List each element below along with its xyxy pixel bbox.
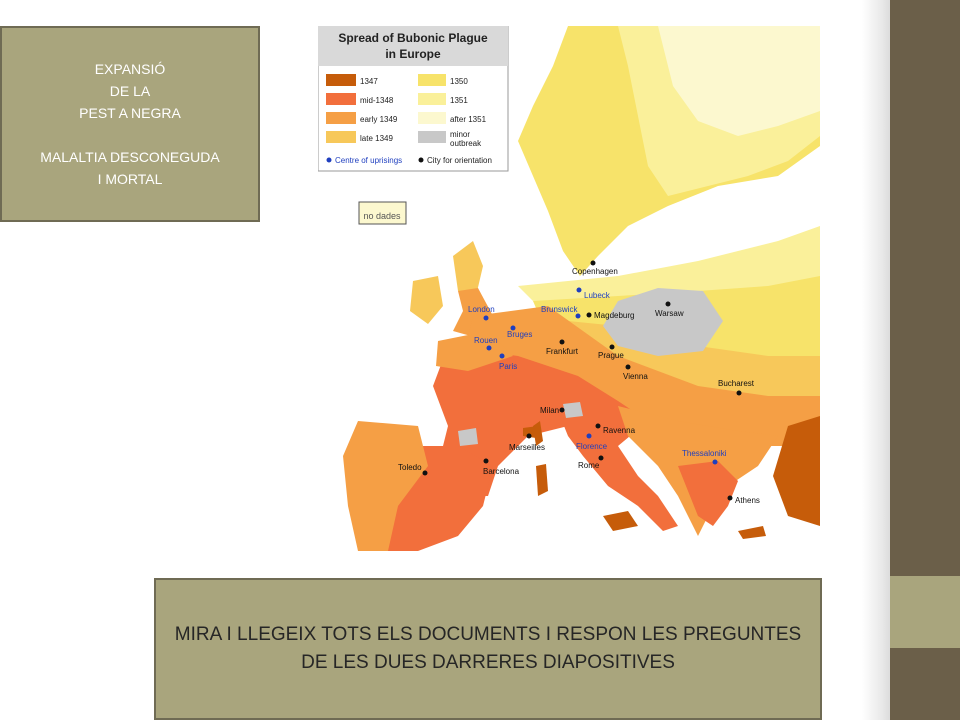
city-dot-marseilles [526,433,532,439]
legend-1347: 1347 [360,77,378,86]
city-vienna: Vienna [623,372,648,381]
map-legend: Spread of Bubonic Plague in Europe 1347 … [318,26,509,172]
instructions-box: MIRA I LLEGEIX TOTS ELS DOCUMENTS I RESP… [154,578,822,720]
city-dot-london [483,315,489,321]
city-prague: Prague [598,351,624,360]
city-rouen: Rouen [474,336,498,345]
city-paris: Paris [499,362,517,371]
plague-spread-map: Spread of Bubonic Plague in Europe 1347 … [318,26,820,552]
city-thessaloniki: Thessaloniki [682,449,727,458]
city-dot-paris [499,353,505,359]
city-dot-lubeck [576,287,582,293]
city-bucharest: Bucharest [718,379,755,388]
title-line-3: PEST A NEGRA [79,105,181,121]
legend-city-orientation: City for orientation [427,156,492,165]
city-dot-barcelona [483,458,489,464]
region-milan-minor [563,402,583,418]
city-dot-warsaw [665,301,671,307]
city-dot-vienna [625,364,631,370]
region-scotland [453,241,483,296]
city-athens: Athens [735,496,760,505]
city-dot-copenhagen [590,260,596,266]
region-sicily [603,511,638,531]
legend-centre-uprisings: Centre of uprisings [335,156,402,165]
region-warsaw-minor [603,288,723,356]
city-ravenna: Ravenna [603,426,636,435]
legend-1350: 1350 [450,77,468,86]
city-brunswick: Brunswick [541,305,578,314]
city-toledo: Toledo [398,463,422,472]
city-dot-toledo [422,470,428,476]
city-dot-brunswick [575,313,581,319]
legend-outbreak: outbreak [450,139,482,148]
city-dot-frankfurt [559,339,565,345]
region-iberia-west [343,421,428,551]
city-bruges: Bruges [507,330,532,339]
instructions-line-1: MIRA I LLEGEIX TOTS ELS DOCUMENTS I RESP… [174,624,802,645]
city-dot-thessaloniki [712,459,718,465]
title-line-5: I MORTAL [97,171,163,187]
legend-title-2: in Europe [385,47,441,61]
city-frankfurt: Frankfurt [546,347,579,356]
city-florence: Florence [576,442,608,451]
legend-mid1348: mid-1348 [360,96,394,105]
title-box: EXPANSIÓ DE LA PEST A NEGRA MALALTIA DES… [0,26,260,222]
region-france-mid1348 [433,346,648,496]
region-greece [678,461,738,526]
title-line-4: MALALTIA DESCONEGUDA [40,149,220,165]
city-dot-bruges [510,325,516,331]
city-london: London [468,305,495,314]
legend-early1349: early 1349 [360,115,398,124]
no-data-label: no dades [363,211,401,221]
region-sardinia [536,464,548,496]
city-dot-rome [598,455,604,461]
city-dot-milan [559,407,565,413]
instructions-line-2: DE LES DUES DARRERES DIAPOSITIVES [301,652,675,673]
city-milan: Milan [540,406,559,415]
city-lubeck: Lubeck [584,291,611,300]
legend-late1349: late 1349 [360,134,393,143]
city-copenhagen: Copenhagen [572,267,618,276]
region-north-france [436,331,513,371]
city-dot-magdeburg [586,312,592,318]
city-dot-athens [727,495,733,501]
city-marseilles: Marseilles [509,443,545,452]
legend-after1351: after 1351 [450,115,487,124]
legend-minor: minor [450,130,470,139]
legend-1351: 1351 [450,96,468,105]
region-crete [738,526,766,539]
city-barcelona: Barcelona [483,467,520,476]
city-magdeburg: Magdeburg [594,311,634,320]
region-finland [658,26,820,136]
region-italy [558,411,678,531]
city-dot-florence [586,433,592,439]
city-dot-prague [609,344,615,350]
city-dot-rouen [486,345,492,351]
legend-title-1: Spread of Bubonic Plague [338,31,488,45]
city-dot-ravenna [595,423,601,429]
region-band-early1349 [468,306,820,446]
region-pyrenees-minor [458,428,478,446]
city-dot-bucharest [736,390,742,396]
title-line-1: EXPANSIÓ [94,61,166,77]
region-ireland [410,276,443,324]
region-east-1347 [773,416,820,526]
sidebar-accent-block [890,576,960,648]
city-rome: Rome [578,461,600,470]
slide-edge-shadow [862,0,890,720]
city-markers: Copenhagen Lubeck Brunswick Magdeburg Wa… [398,260,760,505]
title-line-2: DE LA [109,83,151,99]
city-warsaw: Warsaw [655,309,684,318]
